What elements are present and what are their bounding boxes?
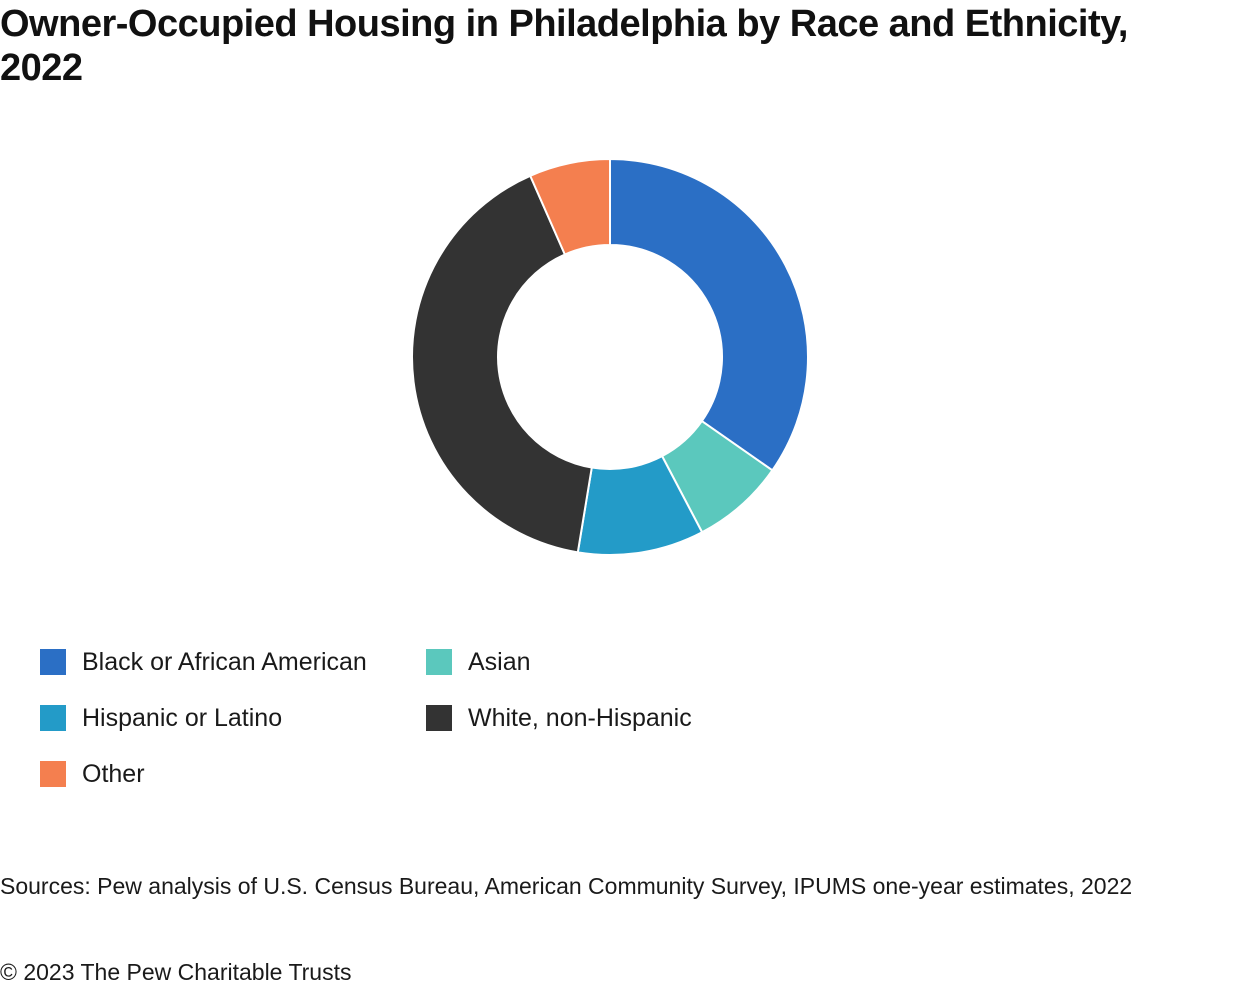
- legend-item-white: White, non-Hispanic: [426, 700, 786, 736]
- source-note: Sources: Pew analysis of U.S. Census Bur…: [0, 873, 1133, 899]
- legend-swatch-white: [426, 705, 452, 731]
- legend-item-black: Black or African American: [40, 644, 426, 680]
- legend-swatch-other: [40, 761, 66, 787]
- donut-slice-white: [411, 174, 593, 554]
- legend-swatch-hispanic: [40, 705, 66, 731]
- legend-label-black: Black or African American: [82, 647, 367, 676]
- chart-legend: Black or African American Asian Hispanic…: [40, 644, 800, 792]
- donut-slice-black: [609, 157, 809, 472]
- legend-label-white: White, non-Hispanic: [468, 703, 692, 732]
- legend-swatch-asian: [426, 649, 452, 675]
- chart-title: Owner-Occupied Housing in Philadelphia b…: [0, 3, 1128, 89]
- copyright-note: © 2023 The Pew Charitable Trusts: [0, 959, 352, 985]
- legend-swatch-black: [40, 649, 66, 675]
- legend-item-other: Other: [40, 756, 426, 792]
- legend-label-asian: Asian: [468, 647, 531, 676]
- legend-label-other: Other: [82, 759, 145, 788]
- legend-item-hispanic: Hispanic or Latino: [40, 700, 426, 736]
- donut-slice-other: [528, 157, 611, 256]
- legend-item-asian: Asian: [426, 644, 786, 680]
- legend-label-hispanic: Hispanic or Latino: [82, 703, 283, 732]
